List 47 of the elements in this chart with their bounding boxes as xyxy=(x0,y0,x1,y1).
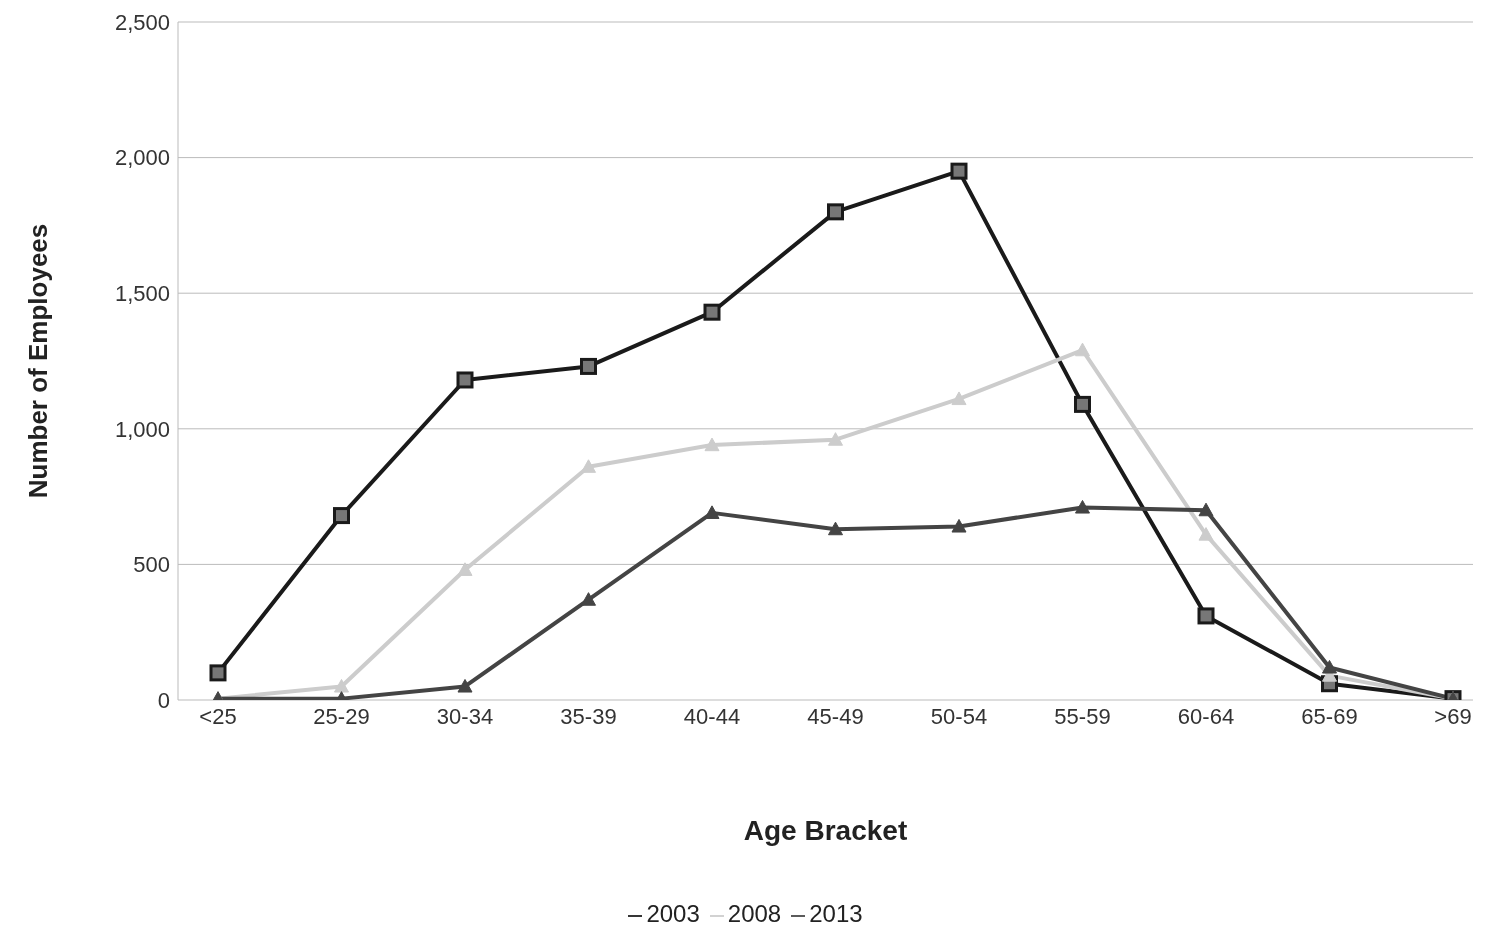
point xyxy=(1197,607,1215,625)
x-tick-label: 60-64 xyxy=(1177,703,1235,729)
y-tick-label: 2,500 xyxy=(114,9,170,35)
point xyxy=(581,592,596,606)
point xyxy=(828,432,843,446)
point xyxy=(826,203,844,223)
point xyxy=(456,371,474,389)
point xyxy=(209,664,227,682)
x-axis-title: Age Bracket xyxy=(743,815,908,846)
x-tick-label: 30-34 xyxy=(436,703,494,729)
legend-label: 2008 xyxy=(727,900,782,927)
x-tick-label: 55-59 xyxy=(1054,703,1111,729)
legend-label: 2013 xyxy=(809,900,863,927)
point xyxy=(1322,659,1337,674)
point xyxy=(1198,527,1214,541)
point xyxy=(1074,395,1091,413)
point xyxy=(581,459,596,473)
point xyxy=(951,391,967,406)
x-tick-label: <25 xyxy=(199,703,237,729)
y-tick-label: 1,000 xyxy=(114,416,170,442)
point xyxy=(333,507,350,525)
y-tick-label: 500 xyxy=(133,552,170,578)
point xyxy=(950,162,968,180)
x-tick-label: 65-69 xyxy=(1301,703,1358,729)
y-tick-label: 1,500 xyxy=(114,281,170,307)
x-tick-label: 25-29 xyxy=(313,703,370,729)
x-tick-label: >69 xyxy=(1434,703,1472,729)
point xyxy=(704,437,720,452)
point xyxy=(457,562,473,576)
point xyxy=(951,518,967,533)
legend-label: 2003 xyxy=(646,900,700,927)
y-axis-title: Number of Employees xyxy=(23,223,54,499)
x-tick-label: 50-54 xyxy=(930,703,988,729)
point xyxy=(1075,342,1090,357)
point xyxy=(457,678,473,693)
x-tick-label: 45-49 xyxy=(807,703,864,729)
y-tick-label: 2,000 xyxy=(114,145,170,171)
point xyxy=(704,505,720,519)
y-tick-label: 0 xyxy=(157,687,170,713)
point xyxy=(580,357,597,375)
point xyxy=(828,521,843,536)
x-tick-label: 40-44 xyxy=(683,703,741,729)
point xyxy=(334,678,349,693)
point xyxy=(703,303,721,321)
x-tick-label: 35-39 xyxy=(560,703,617,729)
point xyxy=(1075,499,1090,514)
point xyxy=(1198,502,1214,517)
